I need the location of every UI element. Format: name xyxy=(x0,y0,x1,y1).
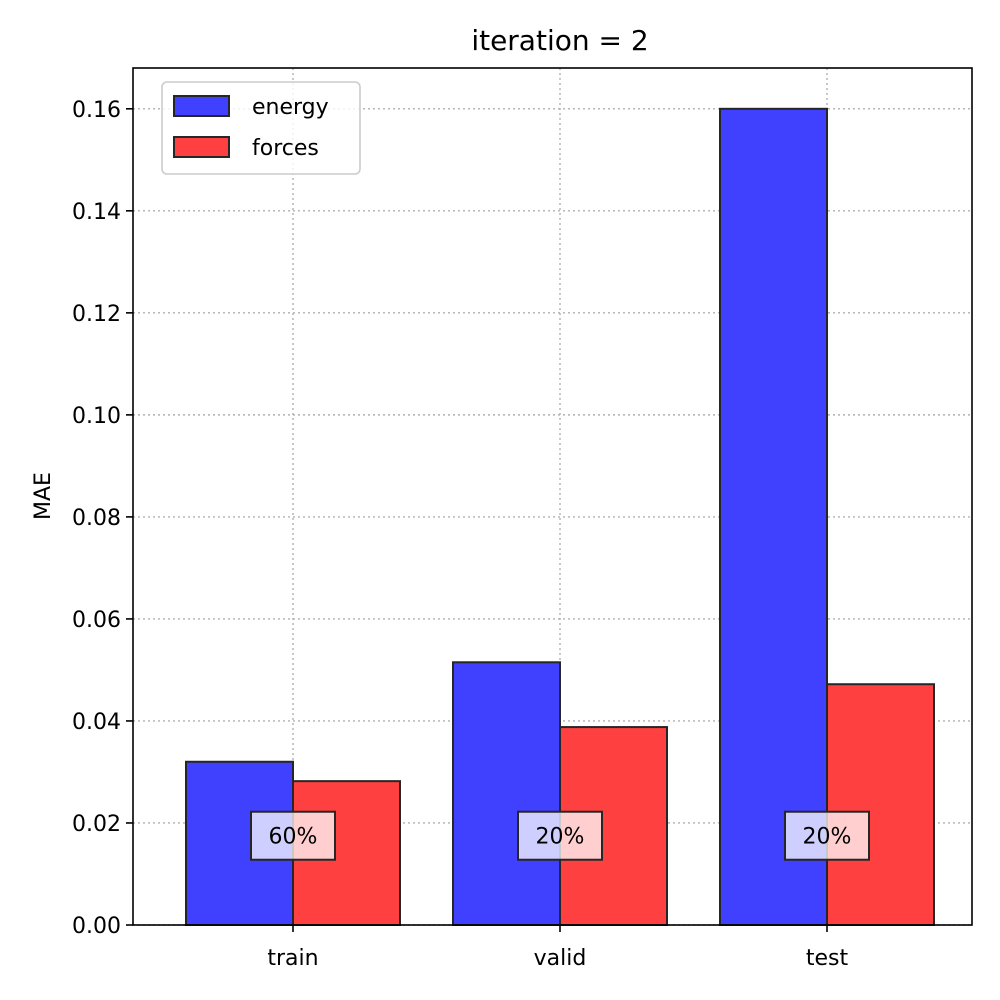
annotation-box xyxy=(784,810,870,861)
annotation-text: 20% xyxy=(536,825,585,850)
x-tick-label-valid: valid xyxy=(534,946,587,971)
bar-forces-test xyxy=(826,683,935,926)
bar-energy-test xyxy=(719,107,828,927)
legend-label-forces: forces xyxy=(252,136,319,161)
annotation-box xyxy=(517,810,603,861)
split-annotation: 20% xyxy=(784,810,870,861)
annotations: 60% 20% 20% xyxy=(250,810,870,861)
legend-swatch-forces xyxy=(173,136,230,158)
annotation-box xyxy=(250,810,336,861)
y-tick-label: 0.00 xyxy=(72,914,121,939)
y-tick-label: 0.12 xyxy=(72,302,121,327)
y-tick-label: 0.08 xyxy=(72,506,121,531)
chart-title: iteration = 2 xyxy=(471,24,648,57)
y-tick-label: 0.16 xyxy=(72,98,121,123)
x-tick-label-test: test xyxy=(806,946,849,971)
y-tick-label: 0.06 xyxy=(72,608,121,633)
y-tick-label: 0.04 xyxy=(72,710,121,735)
split-annotation: 20% xyxy=(517,810,603,861)
y-axis-label: MAE xyxy=(31,472,56,520)
y-tick-label: 0.14 xyxy=(72,200,121,225)
legend-label-energy: energy xyxy=(252,95,329,120)
legend-swatch-energy xyxy=(173,95,230,117)
axes: 0.00 0.02 0.04 0.06 0.08 0.10 0.12 0.14 0.16 trai… xyxy=(72,67,973,971)
plot-frame xyxy=(132,67,973,926)
annotation-text: 60% xyxy=(269,825,318,850)
bars xyxy=(185,107,935,927)
legend: energy forces xyxy=(161,81,361,175)
y-tick-label: 0.10 xyxy=(72,404,121,429)
split-annotation: 60% xyxy=(250,810,336,861)
bar-energy-valid xyxy=(452,661,561,926)
annotation-text: 20% xyxy=(803,825,852,850)
x-tick-label-train: train xyxy=(267,946,318,971)
y-tick-label: 0.02 xyxy=(72,812,121,837)
